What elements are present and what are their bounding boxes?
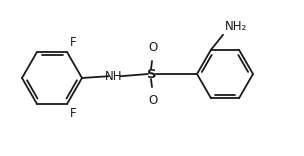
Text: O: O	[148, 94, 158, 107]
Text: NH: NH	[105, 70, 122, 83]
Text: NH₂: NH₂	[225, 20, 247, 33]
Text: S: S	[147, 68, 157, 80]
Text: F: F	[70, 36, 77, 49]
Text: F: F	[70, 107, 77, 120]
Text: O: O	[148, 41, 158, 54]
